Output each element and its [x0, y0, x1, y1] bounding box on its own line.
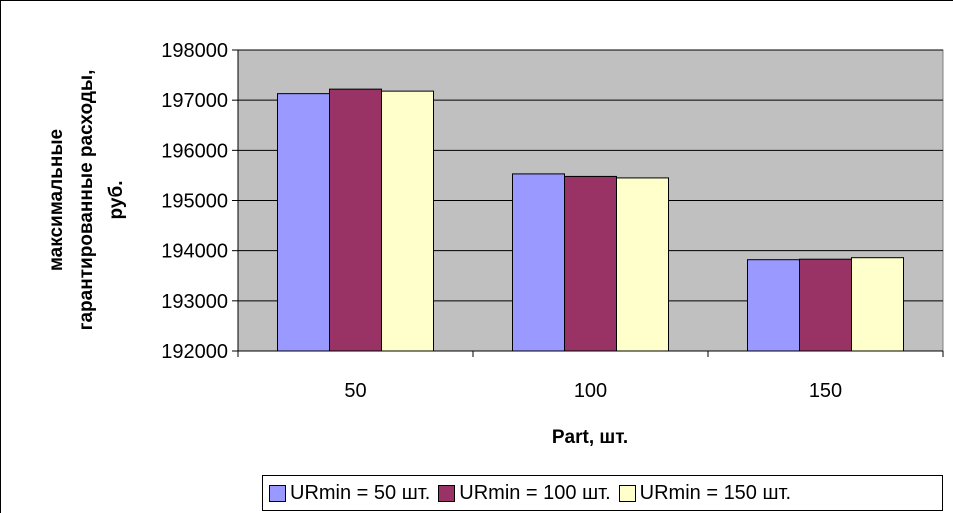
y-tick-label: 193000	[161, 291, 228, 313]
legend-swatch	[438, 484, 456, 502]
bar	[512, 173, 565, 352]
legend-label: URmin = 50 шт.	[290, 481, 431, 504]
x-axis-title: Part, шт.	[552, 427, 628, 448]
x-tick-label: 100	[574, 380, 607, 402]
bar	[851, 257, 904, 352]
bar	[277, 93, 330, 352]
bar-chart: 192000 193000 194000 195000 196000 197000 1980…	[46, 40, 944, 448]
x-tick-label: 150	[809, 380, 842, 402]
y-tick-label: 195000	[161, 191, 228, 213]
legend-item: URmin = 100 шт.	[438, 481, 611, 505]
y-tick-labels: 192000 193000 194000 195000 196000 197000 1980…	[161, 40, 228, 363]
axes	[232, 49, 944, 357]
bars	[277, 88, 904, 352]
bar	[616, 177, 669, 352]
y-axis-title-line: максимальные	[46, 129, 67, 271]
bar	[747, 259, 800, 352]
y-tick-label: 192000	[161, 341, 228, 363]
bar	[381, 90, 434, 352]
legend: URmin = 50 шт. URmin = 100 шт. URmin = 150…	[262, 475, 943, 511]
bar	[799, 258, 852, 352]
y-axis-title-line: гарантированные расходы,	[76, 70, 97, 331]
legend-label: URmin = 150 шт.	[639, 481, 792, 504]
bar	[564, 175, 617, 352]
legend-item: URmin = 150 шт.	[618, 481, 792, 505]
y-axis-title: максимальные гарантированные расходы, руб.	[46, 70, 127, 331]
y-axis-title-line: руб.	[106, 181, 127, 220]
legend-swatch	[618, 484, 636, 502]
legend-label: URmin = 100 шт.	[459, 481, 611, 504]
bar	[329, 88, 382, 352]
y-tick-label: 196000	[161, 140, 228, 162]
y-tick-label: 197000	[161, 90, 228, 112]
legend-item: URmin = 50 шт.	[269, 482, 430, 505]
legend-swatch	[269, 484, 286, 502]
x-tick-labels: 50 100 150	[344, 380, 842, 402]
y-tick-label: 194000	[161, 241, 228, 263]
x-tick-label: 50	[344, 380, 366, 402]
y-tick-label: 198000	[161, 40, 228, 62]
